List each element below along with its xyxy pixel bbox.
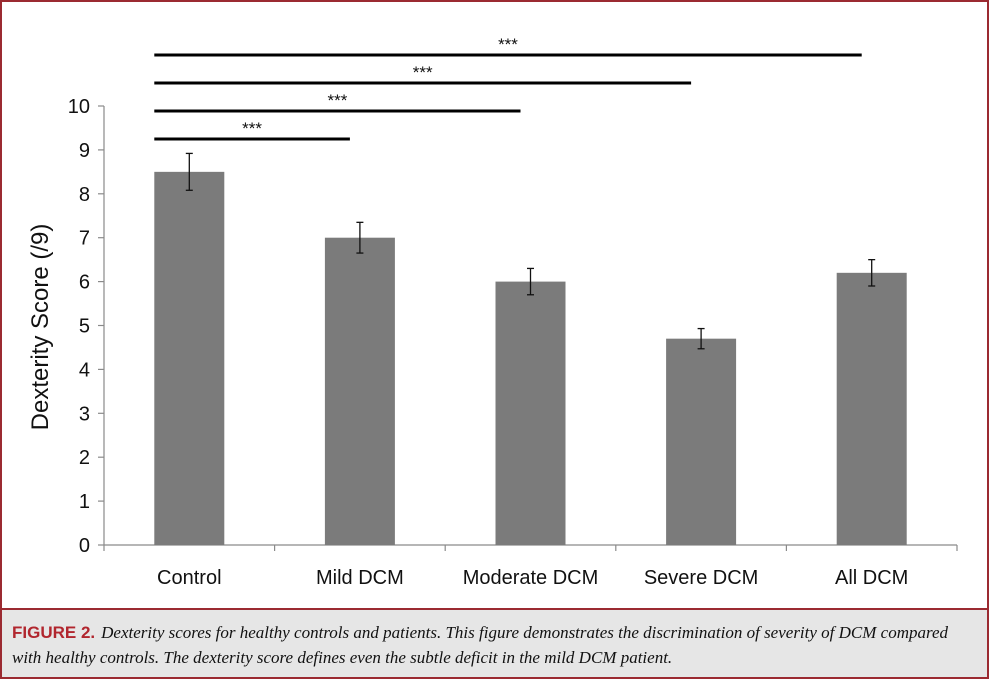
- bar: [324, 237, 395, 545]
- caption-text: Dexterity scores for healthy controls an…: [12, 623, 949, 667]
- bar: [836, 272, 907, 545]
- x-tick-label: Control: [157, 567, 221, 589]
- significance-label: ***: [327, 91, 347, 110]
- y-tick-label: 3: [79, 403, 90, 425]
- significance-brackets: *** *** *** ***: [154, 35, 862, 141]
- bar: [495, 281, 566, 545]
- error-bars: [185, 152, 876, 350]
- caption-label: FIGURE 2.: [12, 623, 96, 642]
- y-tick-label: 6: [79, 272, 90, 294]
- bars: [154, 171, 907, 545]
- y-tick-label: 7: [79, 228, 90, 250]
- bar: [666, 338, 737, 545]
- significance-label: ***: [413, 63, 433, 82]
- axes: 0 1 2 3 4 5 6 7 8 9 10 Control Mild DCM Moderate DCM S…: [68, 96, 958, 589]
- y-tick-label: 0: [79, 535, 90, 557]
- significance-label: ***: [498, 35, 518, 54]
- y-axis-label: Dexterity Score (/9): [27, 224, 54, 431]
- bar: [154, 171, 225, 545]
- x-tick-label: Moderate DCM: [463, 567, 599, 589]
- y-tick-label: 5: [79, 316, 90, 338]
- significance-label: ***: [242, 119, 262, 138]
- figure-caption: FIGURE 2. Dexterity scores for healthy co…: [2, 608, 987, 677]
- x-tick-label: All DCM: [835, 567, 908, 589]
- y-tick-label: 10: [68, 96, 90, 118]
- y-tick-label: 9: [79, 140, 90, 162]
- y-tick-label: 8: [79, 184, 90, 206]
- x-tick-label: Mild DCM: [316, 567, 404, 589]
- y-tick-label: 1: [79, 491, 90, 513]
- bar-chart: 0 1 2 3 4 5 6 7 8 9 10 Control Mild DCM Moderate DCM S…: [27, 35, 958, 589]
- y-tick-label: 2: [79, 447, 90, 469]
- x-tick-label: Severe DCM: [644, 567, 758, 589]
- y-tick-label: 4: [79, 359, 90, 381]
